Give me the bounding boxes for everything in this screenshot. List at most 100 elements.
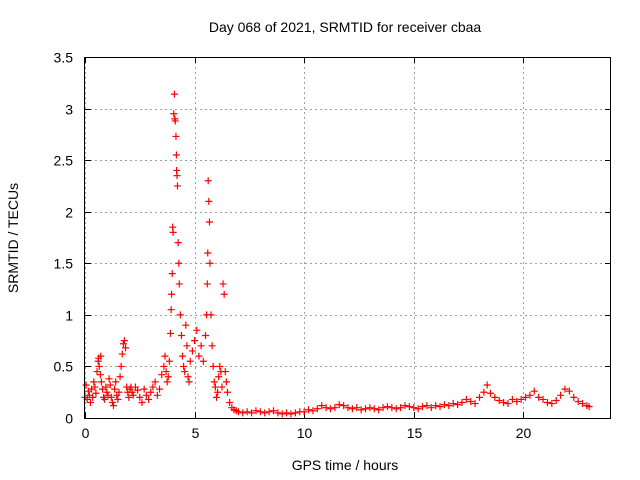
data-point <box>206 259 214 267</box>
data-point <box>193 326 201 334</box>
data-point <box>162 368 170 376</box>
data-point <box>138 399 146 407</box>
data-point <box>97 352 105 360</box>
data-point <box>197 342 205 350</box>
data-point <box>168 270 176 278</box>
data-point <box>142 391 150 399</box>
data-point <box>278 410 286 418</box>
data-point <box>106 381 114 389</box>
data-point <box>226 399 234 407</box>
data-point <box>191 337 199 345</box>
data-point <box>216 362 224 370</box>
data-point <box>92 389 100 397</box>
data-point <box>102 383 110 391</box>
data-point <box>210 378 218 386</box>
data-point <box>122 344 130 352</box>
data-point <box>128 388 136 396</box>
data-point <box>287 410 295 418</box>
data-point <box>449 400 457 408</box>
data-point <box>353 404 361 412</box>
data-point <box>175 280 183 288</box>
data-point <box>173 172 181 180</box>
data-point <box>91 383 99 391</box>
data-point <box>180 362 188 370</box>
data-point <box>93 368 101 376</box>
y-tick-label: 0.5 <box>54 359 74 375</box>
data-point <box>105 375 113 383</box>
data-point <box>483 381 491 389</box>
data-point <box>414 405 422 413</box>
data-point <box>90 378 98 386</box>
data-point <box>432 402 440 410</box>
data-point <box>170 90 178 98</box>
data-point <box>205 197 213 205</box>
data-point <box>454 401 462 409</box>
data-point <box>370 405 378 413</box>
data-point <box>120 337 128 345</box>
data-point <box>585 403 593 411</box>
data-point <box>101 395 109 403</box>
data-point <box>392 405 400 413</box>
data-point <box>309 407 317 415</box>
data-point <box>219 280 227 288</box>
data-point <box>168 290 176 298</box>
data-point <box>471 400 479 408</box>
x-tick-label: 5 <box>192 425 200 441</box>
data-point <box>436 403 444 411</box>
data-point <box>220 290 228 298</box>
data-point <box>239 409 247 417</box>
data-point <box>108 399 116 407</box>
data-point <box>188 347 196 355</box>
data-point <box>261 409 269 417</box>
data-point <box>405 403 413 411</box>
x-tick-label: 20 <box>516 425 532 441</box>
data-point <box>223 388 231 396</box>
data-point <box>186 357 194 365</box>
data-point <box>170 110 178 118</box>
data-point <box>158 371 166 379</box>
data-point <box>486 389 494 397</box>
data-point <box>89 393 97 401</box>
data-point <box>129 391 137 399</box>
data-point <box>156 385 164 393</box>
data-point <box>171 117 179 125</box>
data-point <box>134 386 142 394</box>
data-point <box>107 393 115 401</box>
data-point <box>209 362 217 370</box>
data-point <box>176 311 184 319</box>
data-point <box>147 388 155 396</box>
data-point <box>96 371 104 379</box>
data-point <box>340 402 348 410</box>
data-point <box>202 331 210 339</box>
data-point <box>182 321 190 329</box>
data-point <box>199 357 207 365</box>
data-point <box>218 383 226 391</box>
data-point <box>151 378 159 386</box>
data-point <box>207 311 215 319</box>
data-point <box>195 352 203 360</box>
data-point <box>204 177 212 185</box>
y-tick-label: 3.5 <box>54 50 74 66</box>
data-point <box>204 249 212 257</box>
data-point <box>86 399 94 407</box>
x-tick-label: 15 <box>407 425 423 441</box>
chart-title: Day 068 of 2021, SRMTID for receiver cba… <box>209 19 482 35</box>
data-point <box>579 400 587 408</box>
data-point <box>305 406 313 414</box>
data-point <box>109 402 117 410</box>
data-point <box>535 393 543 401</box>
data-point <box>265 408 273 416</box>
y-tick-label: 0 <box>65 411 73 427</box>
data-point <box>181 368 189 376</box>
y-tick-label: 1 <box>65 308 73 324</box>
data-point <box>401 402 409 410</box>
data-point <box>165 357 173 365</box>
y-tick-label: 3 <box>65 102 73 118</box>
data-point <box>111 385 119 393</box>
x-tick-label: 10 <box>297 425 313 441</box>
x-tick-label: 0 <box>82 425 90 441</box>
data-point <box>291 409 299 417</box>
y-axis-label: SRMTID / TECUs <box>5 183 21 293</box>
data-point <box>211 383 219 391</box>
y-tick-label: 2 <box>65 205 73 221</box>
